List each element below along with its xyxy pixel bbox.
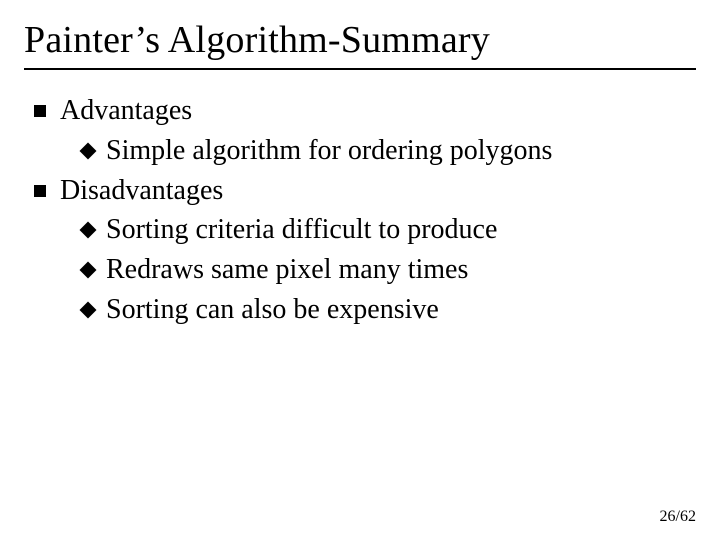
list-subitem-label: Sorting can also be expensive (106, 291, 439, 329)
list-subitem: Redraws same pixel many times (82, 251, 696, 289)
slide: Painter’s Algorithm-Summary Advantages S… (0, 0, 720, 540)
list-subitem: Sorting criteria difficult to produce (82, 211, 696, 249)
list-subitem: Sorting can also be expensive (82, 291, 696, 329)
list-subitem: Simple algorithm for ordering polygons (82, 132, 696, 170)
list-subitem-label: Redraws same pixel many times (106, 251, 468, 289)
page-number: 26/62 (660, 508, 696, 526)
diamond-bullet-icon (80, 301, 97, 318)
page-title: Painter’s Algorithm-Summary (24, 18, 696, 62)
body: Advantages Simple algorithm for ordering… (24, 92, 696, 329)
square-bullet-icon (34, 185, 46, 197)
title-rule (24, 68, 696, 70)
list-item: Disadvantages (34, 172, 696, 210)
list-item-label: Advantages (60, 92, 192, 130)
list-subitem-label: Simple algorithm for ordering polygons (106, 132, 552, 170)
diamond-bullet-icon (80, 222, 97, 239)
square-bullet-icon (34, 105, 46, 117)
list-subitem-label: Sorting criteria difficult to produce (106, 211, 497, 249)
list-item-label: Disadvantages (60, 172, 223, 210)
list-item: Advantages (34, 92, 696, 130)
diamond-bullet-icon (80, 262, 97, 279)
diamond-bullet-icon (80, 142, 97, 159)
